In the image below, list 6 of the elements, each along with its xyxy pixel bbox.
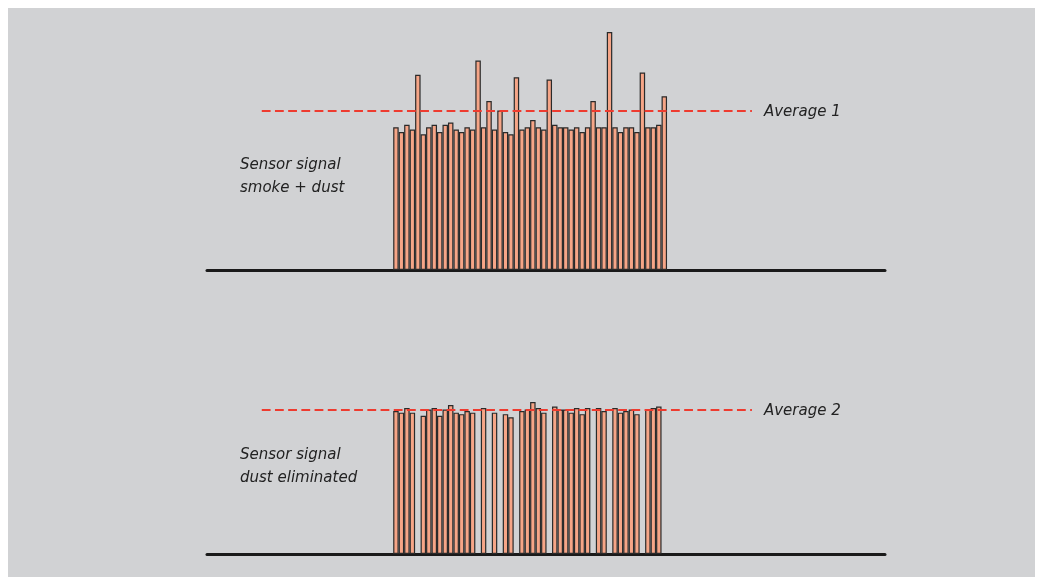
text: Sensor signal smoke + dust — [240, 154, 346, 196]
text: Sensor signal dust eliminated — [240, 444, 358, 486]
ref-line-label: Average 1 — [762, 101, 841, 120]
bar — [480, 408, 487, 554]
ref-line-label: Average 2 — [762, 400, 841, 419]
bar — [491, 412, 498, 554]
